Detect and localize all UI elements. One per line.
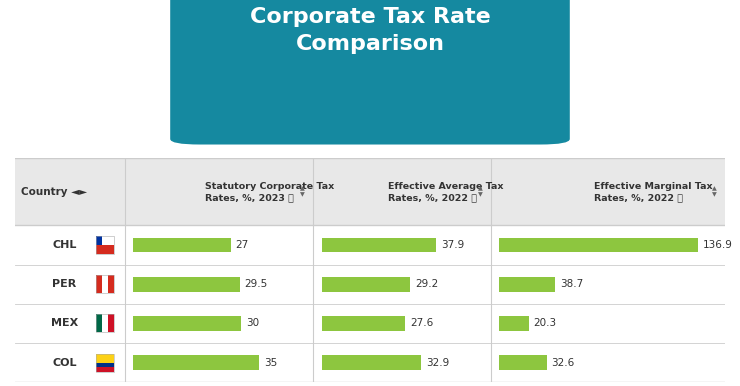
Text: Effective Marginal Tax
Rates, %, 2022 ⓘ: Effective Marginal Tax Rates, %, 2022 ⓘ: [593, 182, 713, 202]
Bar: [96, 315, 102, 332]
Text: 136.9: 136.9: [703, 240, 733, 250]
Bar: [15, 225, 725, 265]
Text: 29.2: 29.2: [415, 279, 438, 289]
Bar: [15, 265, 725, 304]
Text: 32.6: 32.6: [551, 357, 575, 367]
Text: Effective Average Tax
Rates, %, 2022 ⓘ: Effective Average Tax Rates, %, 2022 ⓘ: [388, 182, 503, 202]
Bar: [15, 158, 725, 225]
Text: ▲
▼: ▲ ▼: [712, 187, 717, 197]
Text: ▲
▼: ▲ ▼: [300, 187, 305, 197]
Bar: [102, 275, 108, 293]
Bar: [133, 237, 231, 252]
Bar: [133, 316, 241, 331]
Bar: [322, 355, 421, 370]
Bar: [15, 343, 725, 382]
Text: 29.5: 29.5: [245, 279, 268, 289]
Text: 38.7: 38.7: [560, 279, 584, 289]
Bar: [96, 367, 114, 371]
Bar: [96, 362, 114, 367]
Bar: [102, 236, 114, 245]
Text: 27.6: 27.6: [410, 318, 434, 328]
Text: Country ◄►: Country ◄►: [21, 187, 87, 197]
Text: 27: 27: [235, 240, 249, 250]
Bar: [96, 236, 102, 245]
Text: 30: 30: [246, 318, 260, 328]
FancyBboxPatch shape: [170, 0, 570, 144]
Bar: [96, 354, 114, 371]
Text: 32.9: 32.9: [426, 357, 449, 367]
Bar: [96, 245, 114, 254]
Bar: [108, 315, 114, 332]
Bar: [96, 315, 114, 332]
Text: Corporate Tax Rate
Comparison: Corporate Tax Rate Comparison: [249, 7, 491, 54]
Bar: [133, 355, 260, 370]
Text: MEX: MEX: [51, 318, 78, 328]
Bar: [96, 236, 114, 254]
Bar: [108, 275, 114, 293]
Text: Statutory Corporate Tax
Rates, %, 2023 ⓘ: Statutory Corporate Tax Rates, %, 2023 ⓘ: [205, 182, 334, 202]
Bar: [500, 316, 528, 331]
Bar: [96, 354, 114, 362]
Bar: [102, 315, 108, 332]
Text: 35: 35: [264, 357, 278, 367]
Text: 37.9: 37.9: [441, 240, 465, 250]
Text: PER: PER: [53, 279, 76, 289]
Text: COL: COL: [52, 357, 77, 367]
Bar: [96, 275, 114, 293]
Text: 20.3: 20.3: [534, 318, 556, 328]
Bar: [322, 277, 410, 292]
Text: CHL: CHL: [52, 240, 76, 250]
Bar: [500, 277, 556, 292]
Text: ▲
▼: ▲ ▼: [478, 187, 482, 197]
Bar: [500, 355, 547, 370]
Bar: [500, 237, 698, 252]
Bar: [96, 275, 102, 293]
Bar: [15, 304, 725, 343]
Bar: [322, 237, 437, 252]
Bar: [133, 277, 240, 292]
Bar: [322, 316, 406, 331]
